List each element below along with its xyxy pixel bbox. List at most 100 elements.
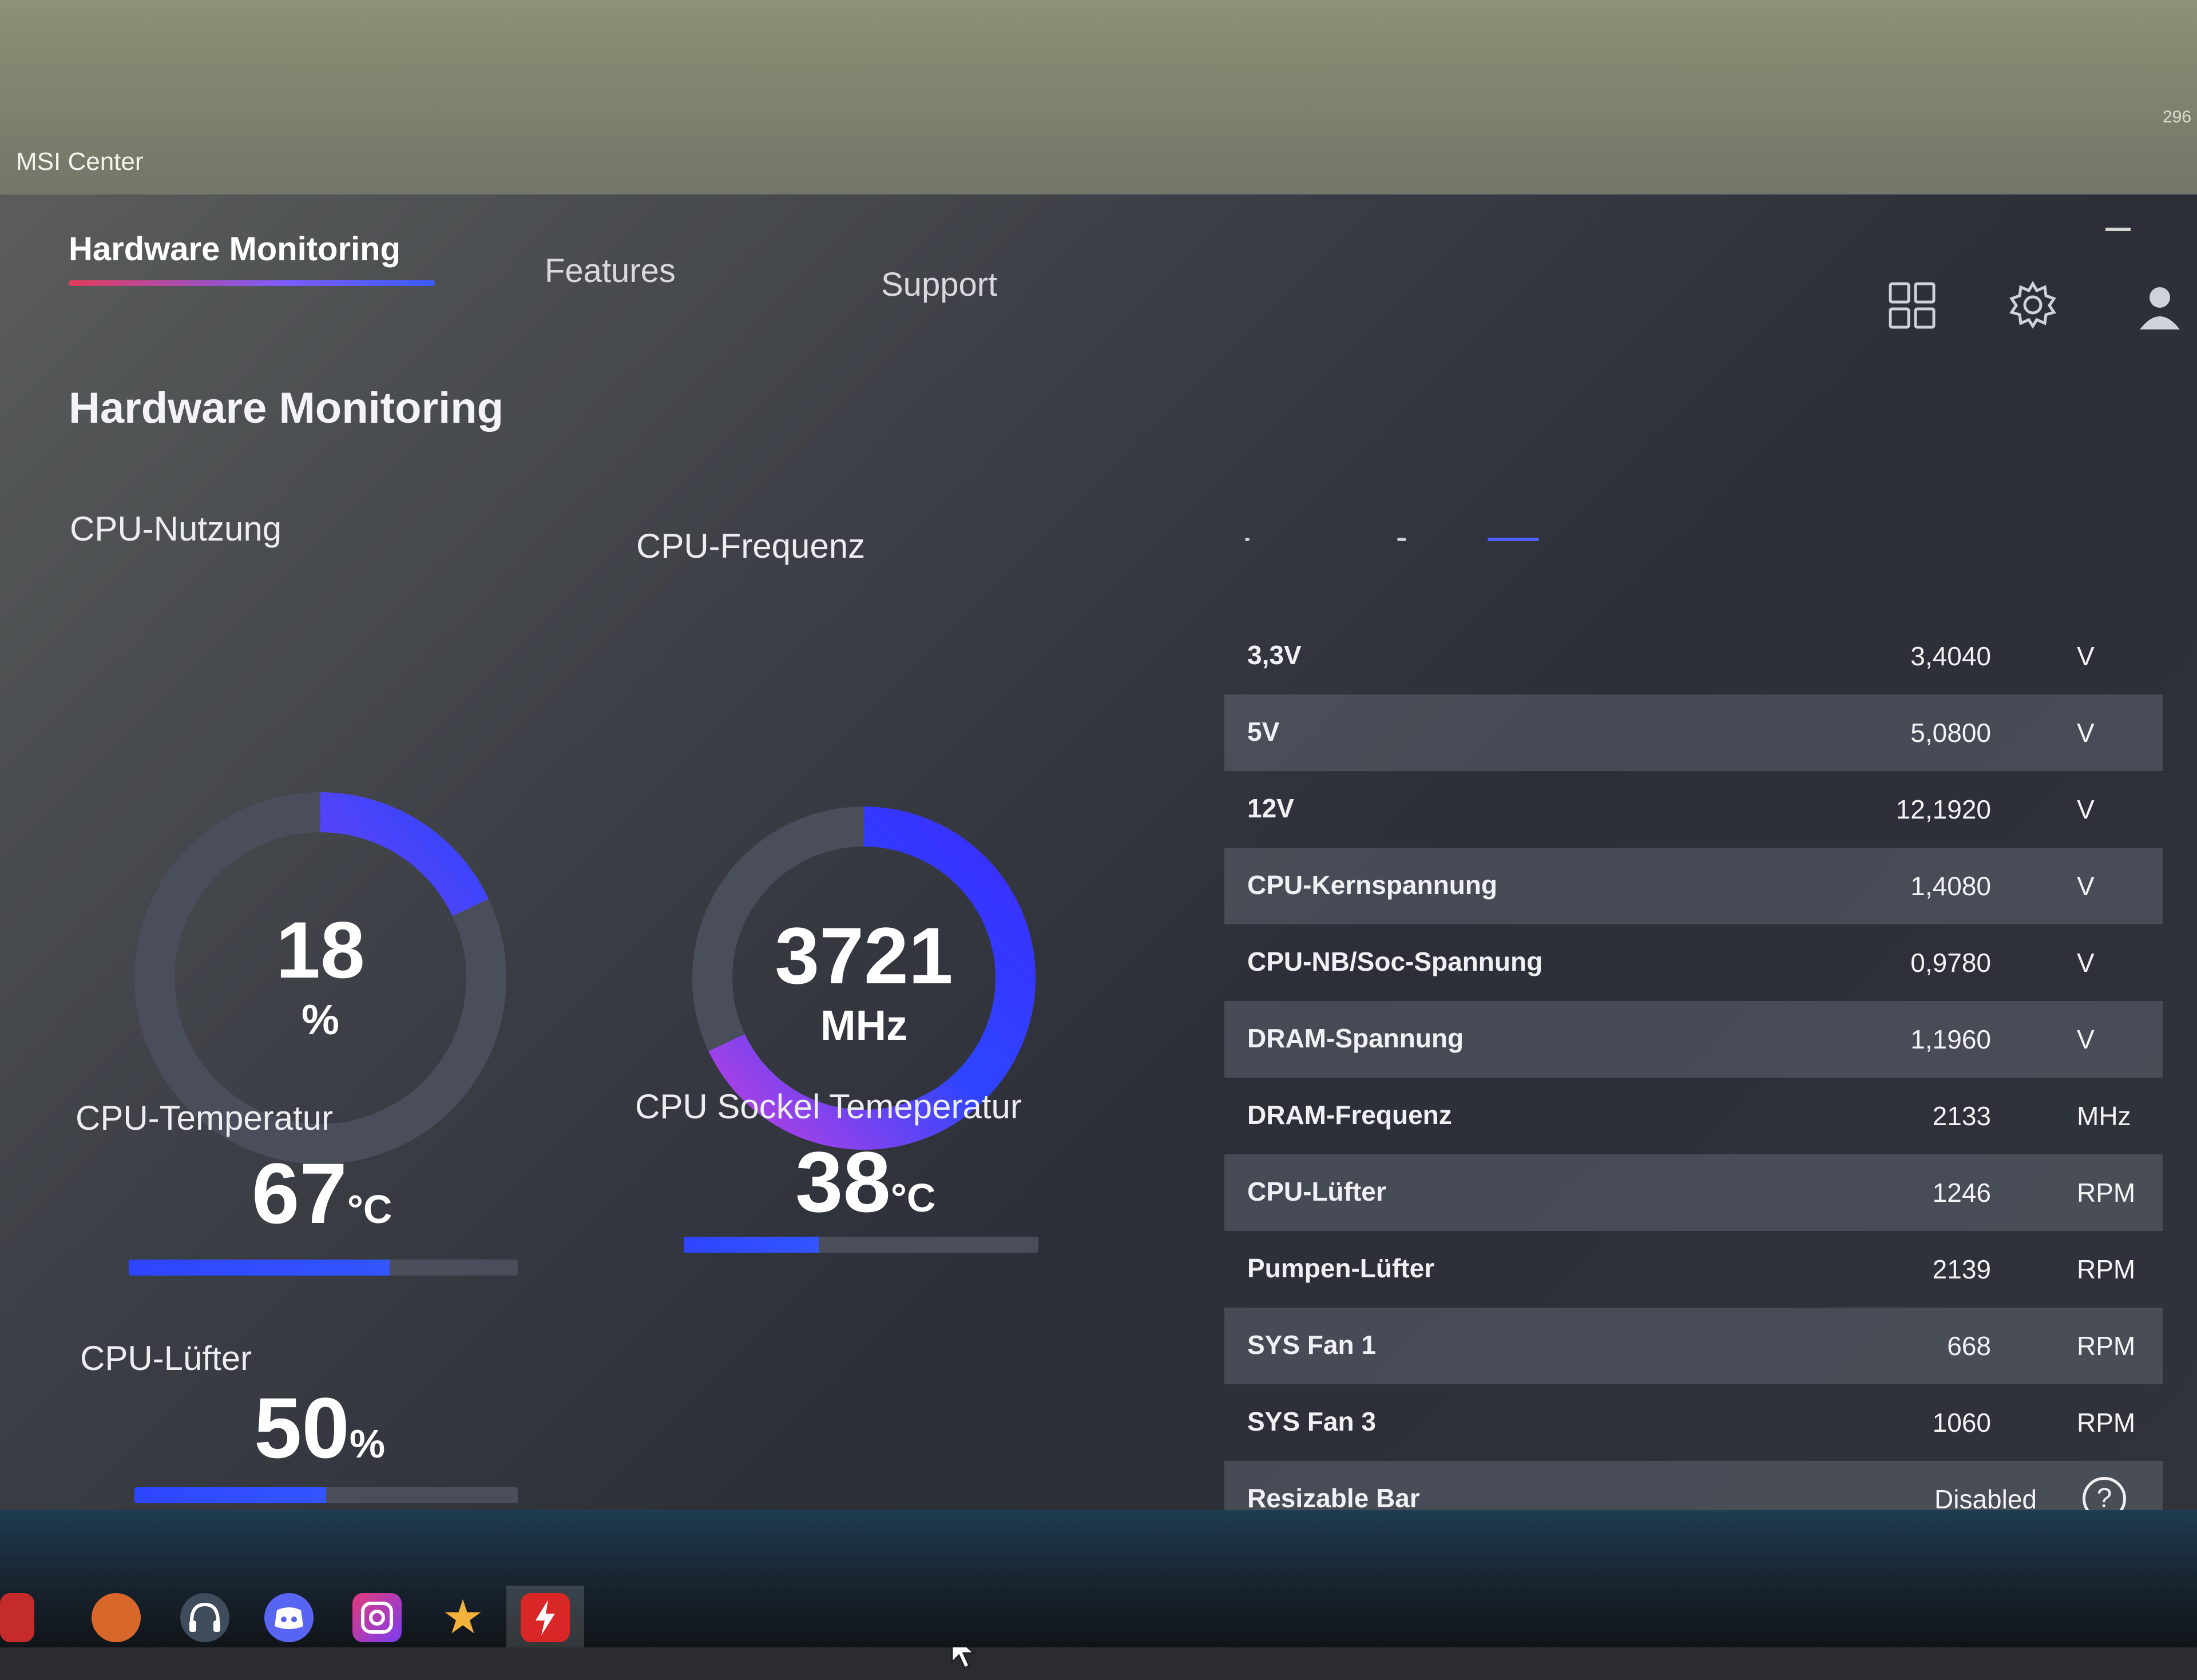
cpu-frequency-gauge: 3721 MHz: [692, 807, 1036, 1150]
sensor-name: CPU-Lüfter: [1247, 1177, 1386, 1206]
sensor-unit: V: [2077, 948, 2095, 978]
panel-page-indicators[interactable]: [1242, 538, 1585, 549]
cpu-temperature-value: 67: [252, 1145, 347, 1241]
page-indicator-active[interactable]: [1488, 538, 1539, 541]
socket-temperature-bar: [684, 1237, 1038, 1253]
browser-icon[interactable]: [92, 1593, 141, 1642]
cpu-fan-unit: %: [349, 1421, 386, 1466]
socket-temperature-bar-fill: [684, 1237, 819, 1253]
app-title: MSI Center: [16, 148, 144, 176]
page-indicator[interactable]: [1245, 538, 1250, 541]
page-title: Hardware Monitoring: [69, 384, 504, 432]
tab-support[interactable]: Support: [881, 266, 998, 303]
socket-temperature-readout: 38°C: [795, 1133, 935, 1232]
active-tab-indicator: [69, 280, 435, 286]
sensor-value: 1,1960: [1910, 1024, 1991, 1054]
cpu-usage-arc: [134, 792, 506, 1164]
cpu-frequency-label: CPU-Frequenz: [636, 527, 866, 565]
cpu-fan-label: CPU-Lüfter: [80, 1339, 252, 1377]
sensor-unit: V: [2077, 871, 2095, 901]
cpu-frequency-arc: [692, 807, 1036, 1150]
sensor-unit: RPM: [2077, 1331, 2136, 1361]
msi-center-icon[interactable]: [521, 1593, 570, 1642]
sensor-unit: RPM: [2077, 1178, 2136, 1208]
sensor-name: CPU-NB/Soc-Spannung: [1247, 947, 1543, 976]
cpu-usage-gauge: 18 %: [132, 789, 509, 1167]
sensor-unit: V: [2077, 641, 2095, 671]
page-indicator[interactable]: [1397, 538, 1406, 541]
sensor-row: 5V 5,0800 V: [1224, 694, 2163, 771]
sensor-unit: V: [2077, 718, 2095, 748]
sensor-row: CPU-Lüfter 1246 RPM: [1224, 1154, 2163, 1231]
sensor-unit: MHz: [2077, 1101, 2131, 1131]
sensor-value: 1,4080: [1910, 871, 1991, 901]
sensor-row: 12V 12,1920 V: [1224, 771, 2163, 848]
socket-temperature-label: CPU Sockel Temeperatur: [635, 1087, 1022, 1126]
camera-icon[interactable]: [352, 1593, 402, 1642]
tab-features[interactable]: Features: [545, 252, 676, 289]
sensor-unit: V: [2077, 795, 2095, 824]
socket-temperature-value: 38: [795, 1134, 891, 1230]
cpu-temperature-bar-fill: [129, 1260, 390, 1276]
cpu-usage-unit: %: [302, 996, 339, 1043]
sensor-row: CPU-Kernspannung 1,4080 V: [1224, 848, 2163, 924]
sensor-value: 0,9780: [1910, 948, 1991, 978]
sensor-row: SYS Fan 1 668 RPM: [1224, 1308, 2163, 1384]
sensor-table: 3,3V 3,4040 V 5V 5,0800 V 12V 12,1920 V CPU-Ke…: [1224, 618, 2163, 1538]
cpu-usage-value: 18: [276, 905, 365, 995]
cpu-fan-bar-fill: [134, 1487, 326, 1503]
sensor-value: 668: [1947, 1331, 1991, 1361]
sensor-unit: RPM: [2077, 1408, 2136, 1437]
cpu-fan-bar: [134, 1487, 518, 1503]
star-icon[interactable]: ★: [442, 1590, 484, 1645]
title-bar: MSI Center 296: [0, 0, 2197, 194]
sensor-row: Pumpen-Lüfter 2139 RPM: [1224, 1231, 2163, 1308]
sensor-unit: RPM: [2077, 1254, 2136, 1284]
sensor-name: SYS Fan 1: [1247, 1330, 1376, 1360]
discord-icon[interactable]: [264, 1593, 314, 1642]
cpu-fan-readout: 50%: [254, 1379, 385, 1478]
sensor-name: Resizable Bar: [1247, 1483, 1420, 1513]
cpu-temperature-readout: 67°C: [252, 1144, 392, 1243]
sensor-row: DRAM-Spannung 1,1960 V: [1224, 1001, 2163, 1078]
sensor-row: 3,3V 3,4040 V: [1224, 618, 2163, 694]
sensor-name: DRAM-Spannung: [1247, 1023, 1464, 1053]
sensor-value: 12,1920: [1895, 795, 1991, 824]
sensor-value: 1060: [1932, 1408, 1991, 1437]
sensor-row: SYS Fan 3 1060 RPM: [1224, 1384, 2163, 1461]
cpu-temperature-bar: [129, 1260, 518, 1276]
cpu-fan-value: 50: [254, 1380, 350, 1476]
sensor-name: 12V: [1247, 793, 1294, 823]
headset-icon[interactable]: [180, 1593, 229, 1642]
cpu-temperature-label: CPU-Temperatur: [76, 1099, 334, 1137]
help-icon[interactable]: ?: [2083, 1477, 2126, 1520]
sensor-name: 3,3V: [1247, 640, 1302, 670]
sensor-value: 3,4040: [1910, 641, 1991, 671]
sensor-unit: V: [2077, 1024, 2095, 1054]
sensor-value: 1246: [1932, 1178, 1991, 1208]
cpu-temperature-unit: °C: [347, 1187, 392, 1232]
socket-temperature-unit: °C: [890, 1175, 936, 1220]
start-icon[interactable]: [0, 1593, 34, 1642]
sensor-value: 5,0800: [1910, 718, 1991, 748]
sensor-value: 2139: [1932, 1254, 1991, 1284]
sensor-value: 2133: [1932, 1101, 1991, 1131]
grid-icon[interactable]: [1888, 281, 1937, 343]
sensor-name: DRAM-Frequenz: [1247, 1100, 1452, 1130]
tab-hardware-monitoring[interactable]: Hardware Monitoring: [69, 231, 401, 268]
corner-text: 296: [2163, 108, 2192, 126]
sensor-name: 5V: [1247, 717, 1280, 746]
taskbar: ★: [0, 1510, 2197, 1647]
cpu-frequency-value: 3721: [775, 911, 953, 1000]
sensor-row: CPU-NB/Soc-Spannung 0,9780 V: [1224, 924, 2163, 1001]
minimize-button[interactable]: [2105, 228, 2131, 231]
cpu-usage-label: CPU-Nutzung: [70, 510, 282, 548]
sensor-row: DRAM-Frequenz 2133 MHz: [1224, 1078, 2163, 1154]
sensor-name: Pumpen-Lüfter: [1247, 1253, 1435, 1283]
user-icon[interactable]: [2134, 280, 2186, 344]
gear-icon[interactable]: [2007, 279, 2059, 343]
sensor-name: SYS Fan 3: [1247, 1407, 1376, 1436]
app-window: Hardware Monitoring Features Support Har…: [0, 194, 2197, 1670]
resizable-bar-status: Disabled: [1934, 1484, 2037, 1514]
cpu-frequency-unit: MHz: [820, 1002, 908, 1049]
